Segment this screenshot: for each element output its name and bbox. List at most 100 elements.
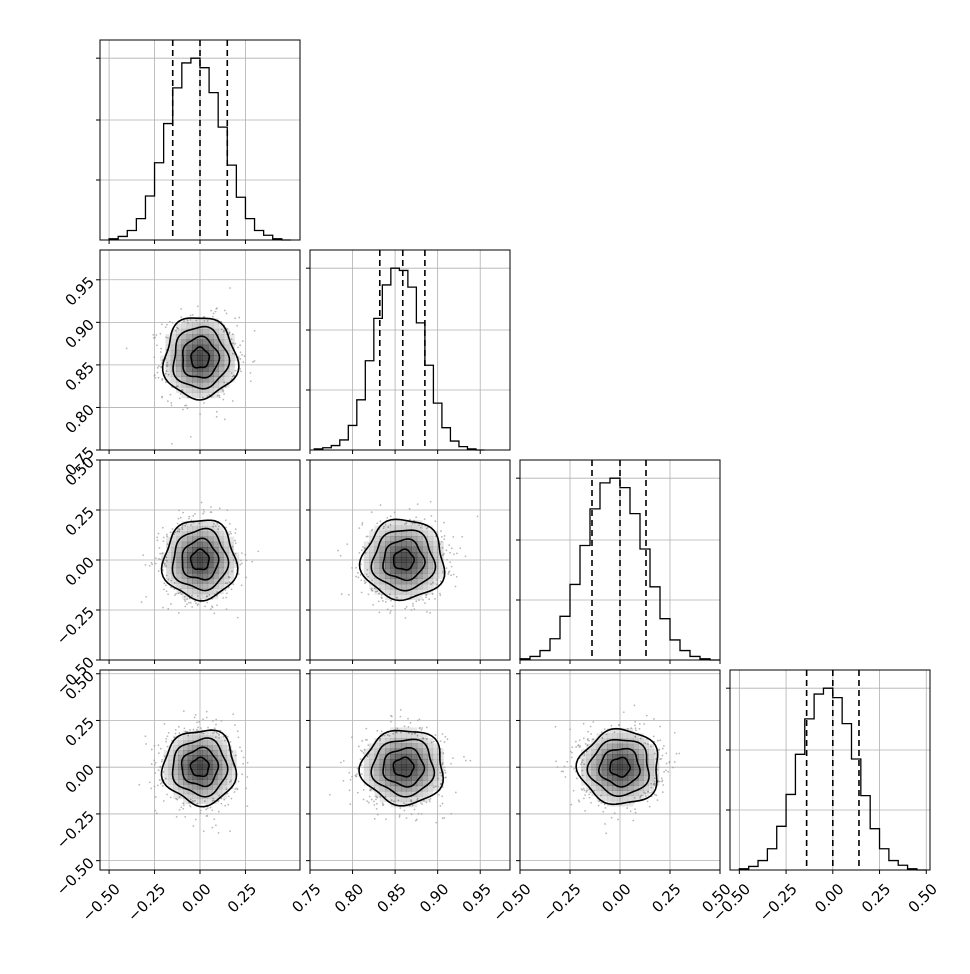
sample-point	[165, 370, 168, 372]
panel-frame	[99, 459, 301, 661]
density-cell	[395, 520, 402, 526]
sample-point	[154, 562, 157, 565]
sample-point	[425, 738, 428, 740]
sample-point	[555, 760, 557, 763]
density-cell	[207, 774, 213, 780]
density-cell	[596, 780, 603, 786]
density-cell	[612, 759, 618, 765]
density-cell	[374, 775, 381, 781]
density-cell	[390, 536, 396, 542]
density-cell	[197, 588, 203, 595]
density-cell	[223, 562, 229, 569]
sample-point	[375, 807, 378, 810]
y-tick-label: −0.25	[53, 603, 98, 648]
density-cell	[178, 745, 184, 751]
sample-point	[634, 720, 637, 723]
sample-point	[232, 559, 235, 561]
density-cell	[168, 755, 174, 761]
density-cell	[187, 583, 193, 589]
density-cell	[166, 567, 172, 574]
density-cell	[163, 750, 169, 756]
density-cell	[422, 583, 428, 590]
density-cell	[422, 567, 428, 574]
sample-point	[225, 596, 228, 599]
density-cell	[648, 774, 655, 781]
sample-point	[411, 804, 414, 807]
density-cell	[400, 552, 407, 558]
sample-point	[411, 522, 414, 525]
sample-point	[385, 818, 387, 821]
density-cell	[186, 350, 193, 356]
sample-point	[437, 785, 440, 788]
density-cell	[213, 547, 219, 553]
density-cell	[218, 578, 224, 584]
sample-point	[675, 752, 678, 755]
density-cell	[197, 521, 203, 527]
density-cell	[192, 328, 198, 335]
density-cell	[385, 791, 391, 797]
density-cell	[596, 790, 603, 797]
sample-point	[425, 596, 427, 599]
sample-point	[434, 598, 436, 600]
sample-point	[354, 774, 357, 777]
sample-point	[207, 726, 209, 729]
sample-point	[160, 760, 163, 763]
sample-point	[226, 592, 228, 595]
sample-point	[673, 761, 676, 763]
density-cell	[207, 531, 214, 537]
density-cell	[223, 557, 229, 563]
density-cell	[182, 793, 189, 800]
sample-point	[166, 745, 169, 748]
density-cell	[379, 796, 386, 803]
sample-point	[229, 741, 232, 743]
sample-point	[184, 600, 187, 603]
sample-point	[577, 744, 579, 747]
density-cell	[221, 759, 228, 766]
density-cell	[217, 735, 223, 741]
sample-point	[238, 316, 241, 319]
histogram-step-line	[108, 57, 291, 241]
panel-frame	[729, 669, 931, 871]
density-cell	[197, 531, 203, 537]
density-cell	[181, 392, 188, 399]
density-cell	[202, 557, 209, 563]
sample-point	[600, 731, 603, 734]
density-cell	[221, 774, 228, 780]
density-cell	[168, 759, 174, 766]
density-cell	[432, 552, 439, 558]
sample-point	[414, 732, 416, 735]
sample-point	[371, 528, 374, 531]
density-cell	[168, 784, 174, 790]
sample-point	[174, 732, 177, 735]
density-cell	[596, 738, 603, 745]
contour-level-0	[609, 756, 631, 778]
density-cell	[178, 774, 184, 780]
sample-points	[138, 710, 249, 834]
density-cell	[207, 366, 214, 372]
density-cell	[406, 743, 412, 749]
sample-point	[443, 766, 446, 769]
x-tick-label: 0.85	[374, 880, 410, 916]
x-tick-label: −0.25	[756, 880, 801, 925]
sample-point	[203, 510, 206, 513]
sample-point	[663, 745, 665, 747]
sample-point	[371, 589, 373, 592]
density-cell	[207, 769, 213, 775]
density-cell	[633, 769, 639, 776]
sample-point	[346, 543, 349, 546]
sample-point	[197, 595, 199, 597]
sample-point	[165, 737, 168, 740]
density-cell	[416, 769, 423, 776]
density-cell	[197, 541, 203, 548]
sample-point	[218, 394, 221, 397]
density-cell	[192, 798, 198, 804]
density-cell	[226, 784, 232, 790]
density-cell	[422, 748, 428, 755]
sample-point	[376, 729, 379, 732]
sample-point	[643, 791, 646, 794]
sample-point	[240, 750, 243, 752]
density-cell	[390, 530, 396, 537]
density-cell	[229, 371, 235, 377]
density-cell	[202, 774, 208, 780]
density-cell	[627, 743, 634, 750]
